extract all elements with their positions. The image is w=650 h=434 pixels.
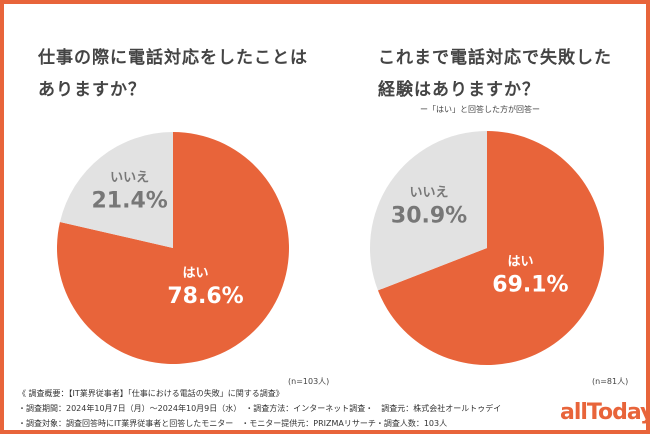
- chart1-title: 仕事の際に電話対応をしたことはありますか？: [38, 48, 308, 100]
- chart2-label-0: はい: [507, 255, 533, 270]
- alltoday-logo: allToday: [560, 400, 650, 425]
- chart1-value-1: 21.4%: [91, 189, 167, 214]
- footer-line2: ・調査期間：2024年10月7日（月）～2024年10月9日（水） ・調査方法：…: [18, 404, 502, 413]
- chart1-value-0: 78.6%: [167, 284, 243, 309]
- chart2-label-1: いいえ: [410, 185, 449, 200]
- chart1-n: (n=103人): [288, 377, 330, 386]
- footer-line3: ・調査対象：調査回答時にIT業界従事者と回答したモニター ・モニター提供元：PR…: [18, 419, 448, 428]
- chart1-label-0: はい: [183, 266, 209, 281]
- chart1-slice-0: [57, 132, 289, 365]
- chart2-value-0: 69.1%: [492, 273, 568, 298]
- chart1-label-1: いいえ: [110, 171, 149, 186]
- chart2-slice-1: [370, 131, 487, 291]
- chart2-title: これまで電話対応で失敗した経験はありますか？: [378, 48, 612, 100]
- footer-line1: 《 調査概要：【IT業界従事者】「仕事における電話の失敗」に関する調査》: [18, 389, 284, 398]
- chart2-subtitle: ー「はい」と回答した方が回答ー: [420, 105, 540, 114]
- chart2-slice-0: [377, 131, 604, 366]
- chart2-value-1: 30.9%: [391, 203, 467, 228]
- chart1-slice-1: [59, 132, 174, 248]
- chart2-n: (n=81人): [592, 377, 629, 386]
